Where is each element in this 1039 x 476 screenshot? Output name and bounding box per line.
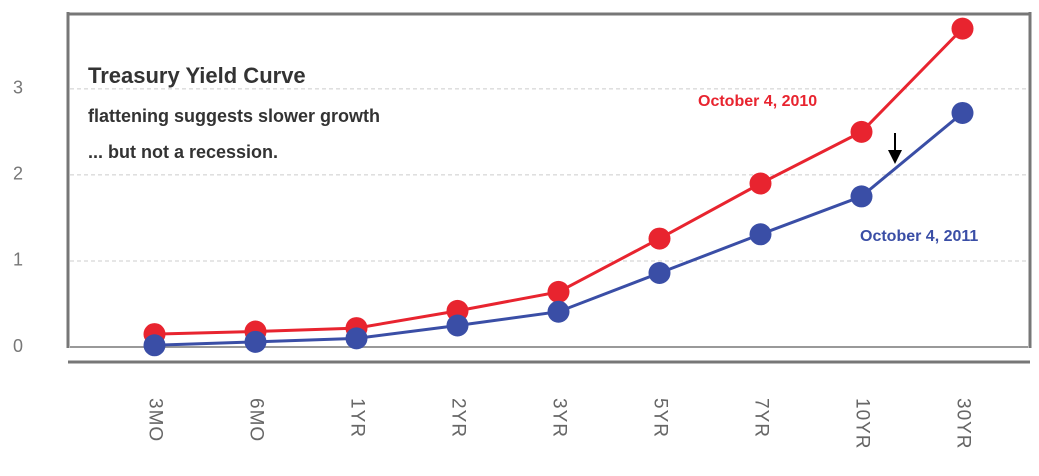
x-tick-label: 7YR [750, 398, 771, 438]
subtitle: ... but not a recession. [88, 142, 278, 162]
point [648, 227, 671, 250]
x-tick-label: 1YR [346, 398, 367, 438]
x-tick-label: 2YR [447, 398, 468, 438]
y-tick-label: 2 [13, 164, 23, 184]
x-tick-label: 3YR [548, 398, 569, 438]
x-tick-label: 5YR [649, 398, 670, 438]
subtitle: flattening suggests slower growth [88, 106, 380, 126]
x-tick-label: 30YR [952, 398, 973, 450]
y-tick-label: 3 [13, 78, 23, 98]
point [244, 330, 267, 353]
x-tick-label: 6MO [245, 398, 266, 442]
y-tick-label: 1 [13, 250, 23, 270]
series-label: October 4, 2011 [860, 228, 978, 245]
point [850, 120, 873, 143]
y-tick-label: 0 [13, 336, 23, 356]
point [547, 280, 570, 303]
point [749, 172, 772, 195]
point [143, 334, 166, 357]
series-label: October 4, 2010 [698, 93, 817, 110]
arrow-head [888, 150, 902, 164]
chart-title: Treasury Yield Curve [88, 63, 306, 88]
point [648, 262, 671, 284]
point [547, 300, 570, 323]
point [749, 223, 772, 246]
point [446, 314, 469, 337]
point [951, 101, 974, 124]
point [951, 17, 974, 40]
x-tick-label: 3MO [144, 398, 165, 442]
point [345, 327, 368, 350]
x-tick-label: 10YR [851, 398, 872, 450]
point [850, 185, 873, 208]
